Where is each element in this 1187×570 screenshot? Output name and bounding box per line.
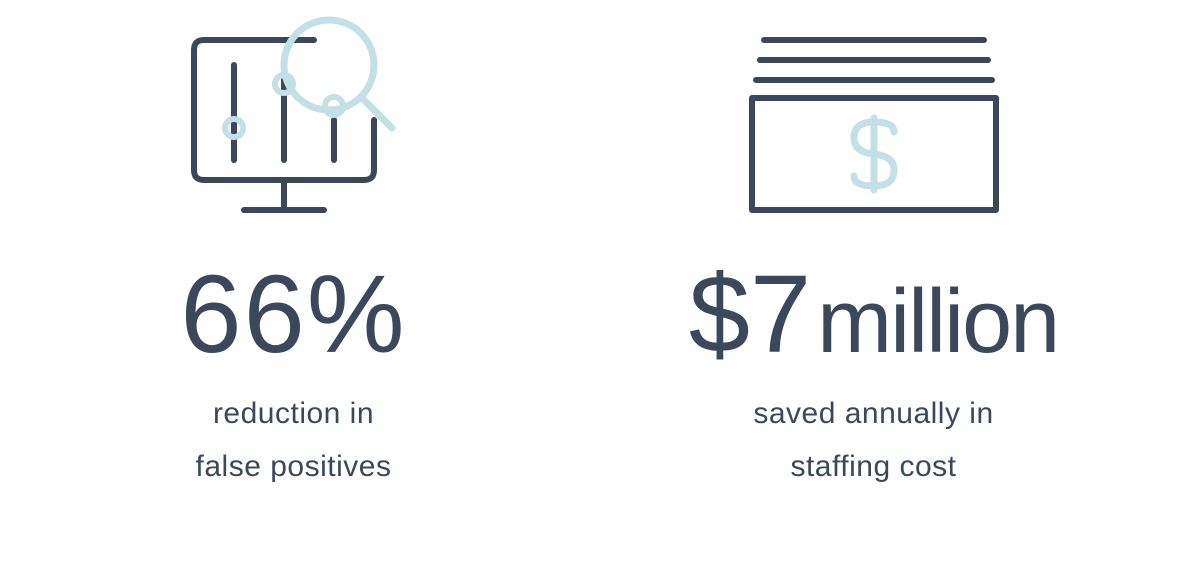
headline-amount: $7 [689, 260, 811, 370]
caption-line: saved annually in [753, 397, 993, 430]
money-dollar-bill-icon [724, 0, 1024, 250]
stat-headline-percent: 66% [180, 260, 406, 370]
stat-headline-dollars: $7 million [689, 260, 1058, 370]
stat-block-savings: $7 million saved annually in staffing co… [594, 0, 1154, 493]
stat-block-false-positives: 66% reduction in false positives [34, 0, 554, 493]
monitor-sliders-magnifier-icon [164, 0, 424, 250]
stat-caption: saved annually in staffing cost [753, 388, 993, 493]
caption-line: staffing cost [790, 450, 956, 483]
stat-caption: reduction in false positives [196, 388, 392, 493]
headline-unit: million [817, 277, 1058, 367]
infographic-two-stats: 66% reduction in false positives [0, 0, 1187, 570]
caption-line: false positives [196, 450, 392, 483]
caption-line: reduction in [213, 397, 374, 430]
